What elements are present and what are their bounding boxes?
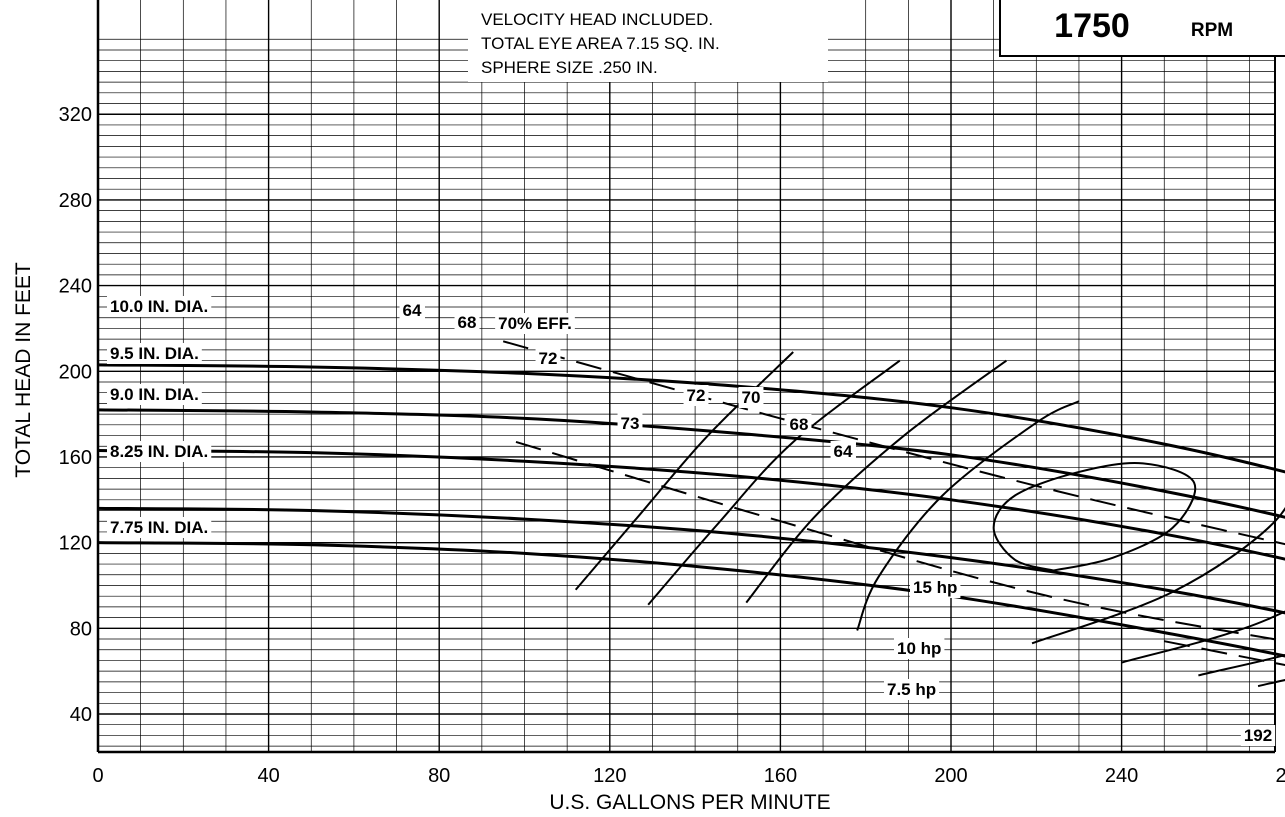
y-axis-title: TOTAL HEAD IN FEET: [12, 262, 35, 478]
diameter-label-bg: [107, 441, 212, 462]
x-tick-label: 160: [764, 765, 797, 787]
efficiency-label-bg: [738, 387, 764, 408]
y-tick-label: 120: [59, 533, 92, 555]
diameter-label: 9.5 IN. DIA.: [110, 344, 199, 363]
efficiency-label: 72: [539, 349, 558, 368]
efficiency-label: 64: [834, 442, 853, 461]
x-axis-title: U.S. GALLONS PER MINUTE: [549, 791, 830, 814]
efficiency-label: 64: [403, 301, 422, 320]
efficiency-curve: [856, 400, 1080, 631]
rpm-value: 1750: [1054, 7, 1130, 45]
note-line: TOTAL EYE AREA 7.15 SQ. IN.: [481, 34, 720, 53]
efficiency-label-bg: [399, 300, 425, 321]
efficiency-curve: [992, 462, 1197, 572]
y-tick-label: 240: [59, 276, 92, 298]
efficiency-label-bg: [617, 413, 643, 434]
efficiency-label-bg: [786, 414, 812, 435]
head-curve: [97, 408, 1285, 519]
x-tick-label: 120: [593, 765, 626, 787]
y-tick-label: 160: [59, 447, 92, 469]
diameter-label-bg: [107, 384, 202, 405]
notes-background: [468, 0, 828, 82]
efficiency-label-bg: [535, 348, 561, 369]
diameter-label-bg: [107, 343, 202, 364]
efficiency-label: 70: [742, 388, 761, 407]
efficiency-label: 70% EFF.: [498, 314, 572, 333]
diameter-label-bg: [107, 517, 212, 538]
x-tick-label: 80: [428, 765, 450, 787]
efficiency-label: 73: [621, 414, 640, 433]
head-curve: [97, 506, 1285, 615]
diameter-label-bg: [107, 296, 212, 317]
power-line: [502, 340, 1285, 546]
efficiency-label: 68: [458, 313, 477, 332]
efficiency-curve: [745, 359, 1008, 604]
power-line: [1164, 640, 1285, 667]
efficiency-curve: [1198, 654, 1285, 677]
efficiency-curve: [647, 359, 901, 606]
power-label-bg: [894, 638, 945, 659]
diameter-label: 8.25 IN. DIA.: [110, 442, 208, 461]
rpm-unit: RPM: [1191, 20, 1233, 41]
efficiency-label: 72: [687, 386, 706, 405]
y-tick-label: 40: [70, 704, 92, 726]
note-line: VELOCITY HEAD INCLUDED.: [481, 10, 713, 29]
power-line: [515, 441, 1285, 643]
y-tick-label: 200: [59, 361, 92, 383]
efficiency-label-bg: [830, 441, 856, 462]
efficiency-label-bg: [683, 385, 709, 406]
x-tick-label: 0: [92, 765, 103, 787]
x-tick-label: 280: [1276, 765, 1285, 787]
power-label: 15 hp: [913, 578, 957, 597]
power-label-bg: [910, 577, 961, 598]
head-curve: [97, 363, 1285, 474]
y-tick-label: 80: [70, 618, 92, 640]
page-number: 192: [1244, 726, 1272, 745]
efficiency-label: 68: [790, 415, 809, 434]
diameter-label: 9.0 IN. DIA.: [110, 385, 199, 404]
diameter-label: 10.0 IN. DIA.: [110, 297, 208, 316]
power-label-bg: [884, 679, 940, 700]
efficiency-label-bg: [495, 313, 575, 334]
efficiency-curve: [1121, 610, 1285, 664]
x-tick-label: 40: [257, 765, 279, 787]
page-number-bg: [1240, 725, 1276, 746]
x-tick-label: 240: [1105, 765, 1138, 787]
diameter-label: 7.75 IN. DIA.: [110, 518, 208, 537]
rpm-box: [999, 0, 1285, 57]
head-curve: [97, 449, 1285, 561]
power-label: 10 hp: [897, 639, 941, 658]
efficiency-curve: [1031, 506, 1285, 645]
power-label: 7.5 hp: [887, 680, 936, 699]
efficiency-label-bg: [454, 312, 480, 333]
x-tick-label: 200: [934, 765, 967, 787]
note-line: SPHERE SIZE .250 IN.: [481, 58, 658, 77]
y-tick-label: 320: [59, 104, 92, 126]
head-curve: [97, 541, 1285, 658]
y-tick-label: 280: [59, 190, 92, 212]
